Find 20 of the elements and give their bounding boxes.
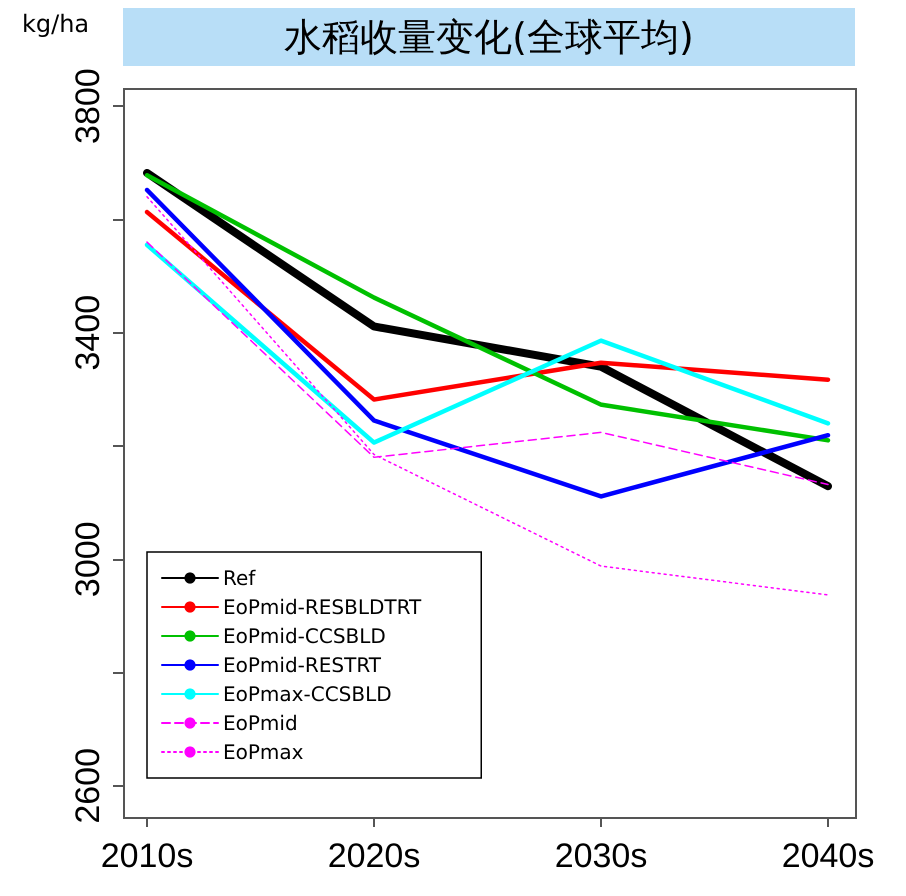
x-tick-label: 2010s: [100, 837, 194, 875]
y-tick-label: 3000: [69, 521, 107, 598]
y-tick-label: 3800: [69, 68, 107, 144]
chart-title: 水稻收量变化(全球平均): [123, 8, 855, 66]
y-axis-title: kg/ha: [22, 10, 90, 38]
legend-label: EoPmid-CCSBLD: [223, 624, 386, 648]
legend-label: EoPmid-RESBLDTRT: [223, 595, 422, 619]
legend-label: Ref: [223, 566, 256, 590]
y-tick-label: 3400: [69, 294, 107, 371]
line-series: [144, 242, 830, 445]
y-tick-label: 2600: [69, 748, 107, 824]
x-tick-label: 2040s: [782, 837, 874, 875]
line-series: [146, 196, 829, 596]
legend-label: EoPmax: [223, 740, 304, 764]
line-series: [144, 172, 830, 443]
x-tick-label: 2020s: [328, 837, 420, 875]
legend-label: EoPmid-RESTRT: [223, 653, 382, 677]
x-tick-label: 2030s: [554, 837, 648, 875]
legend-label: EoPmax-CCSBLD: [223, 682, 392, 706]
legend-label: EoPmid: [223, 711, 298, 735]
